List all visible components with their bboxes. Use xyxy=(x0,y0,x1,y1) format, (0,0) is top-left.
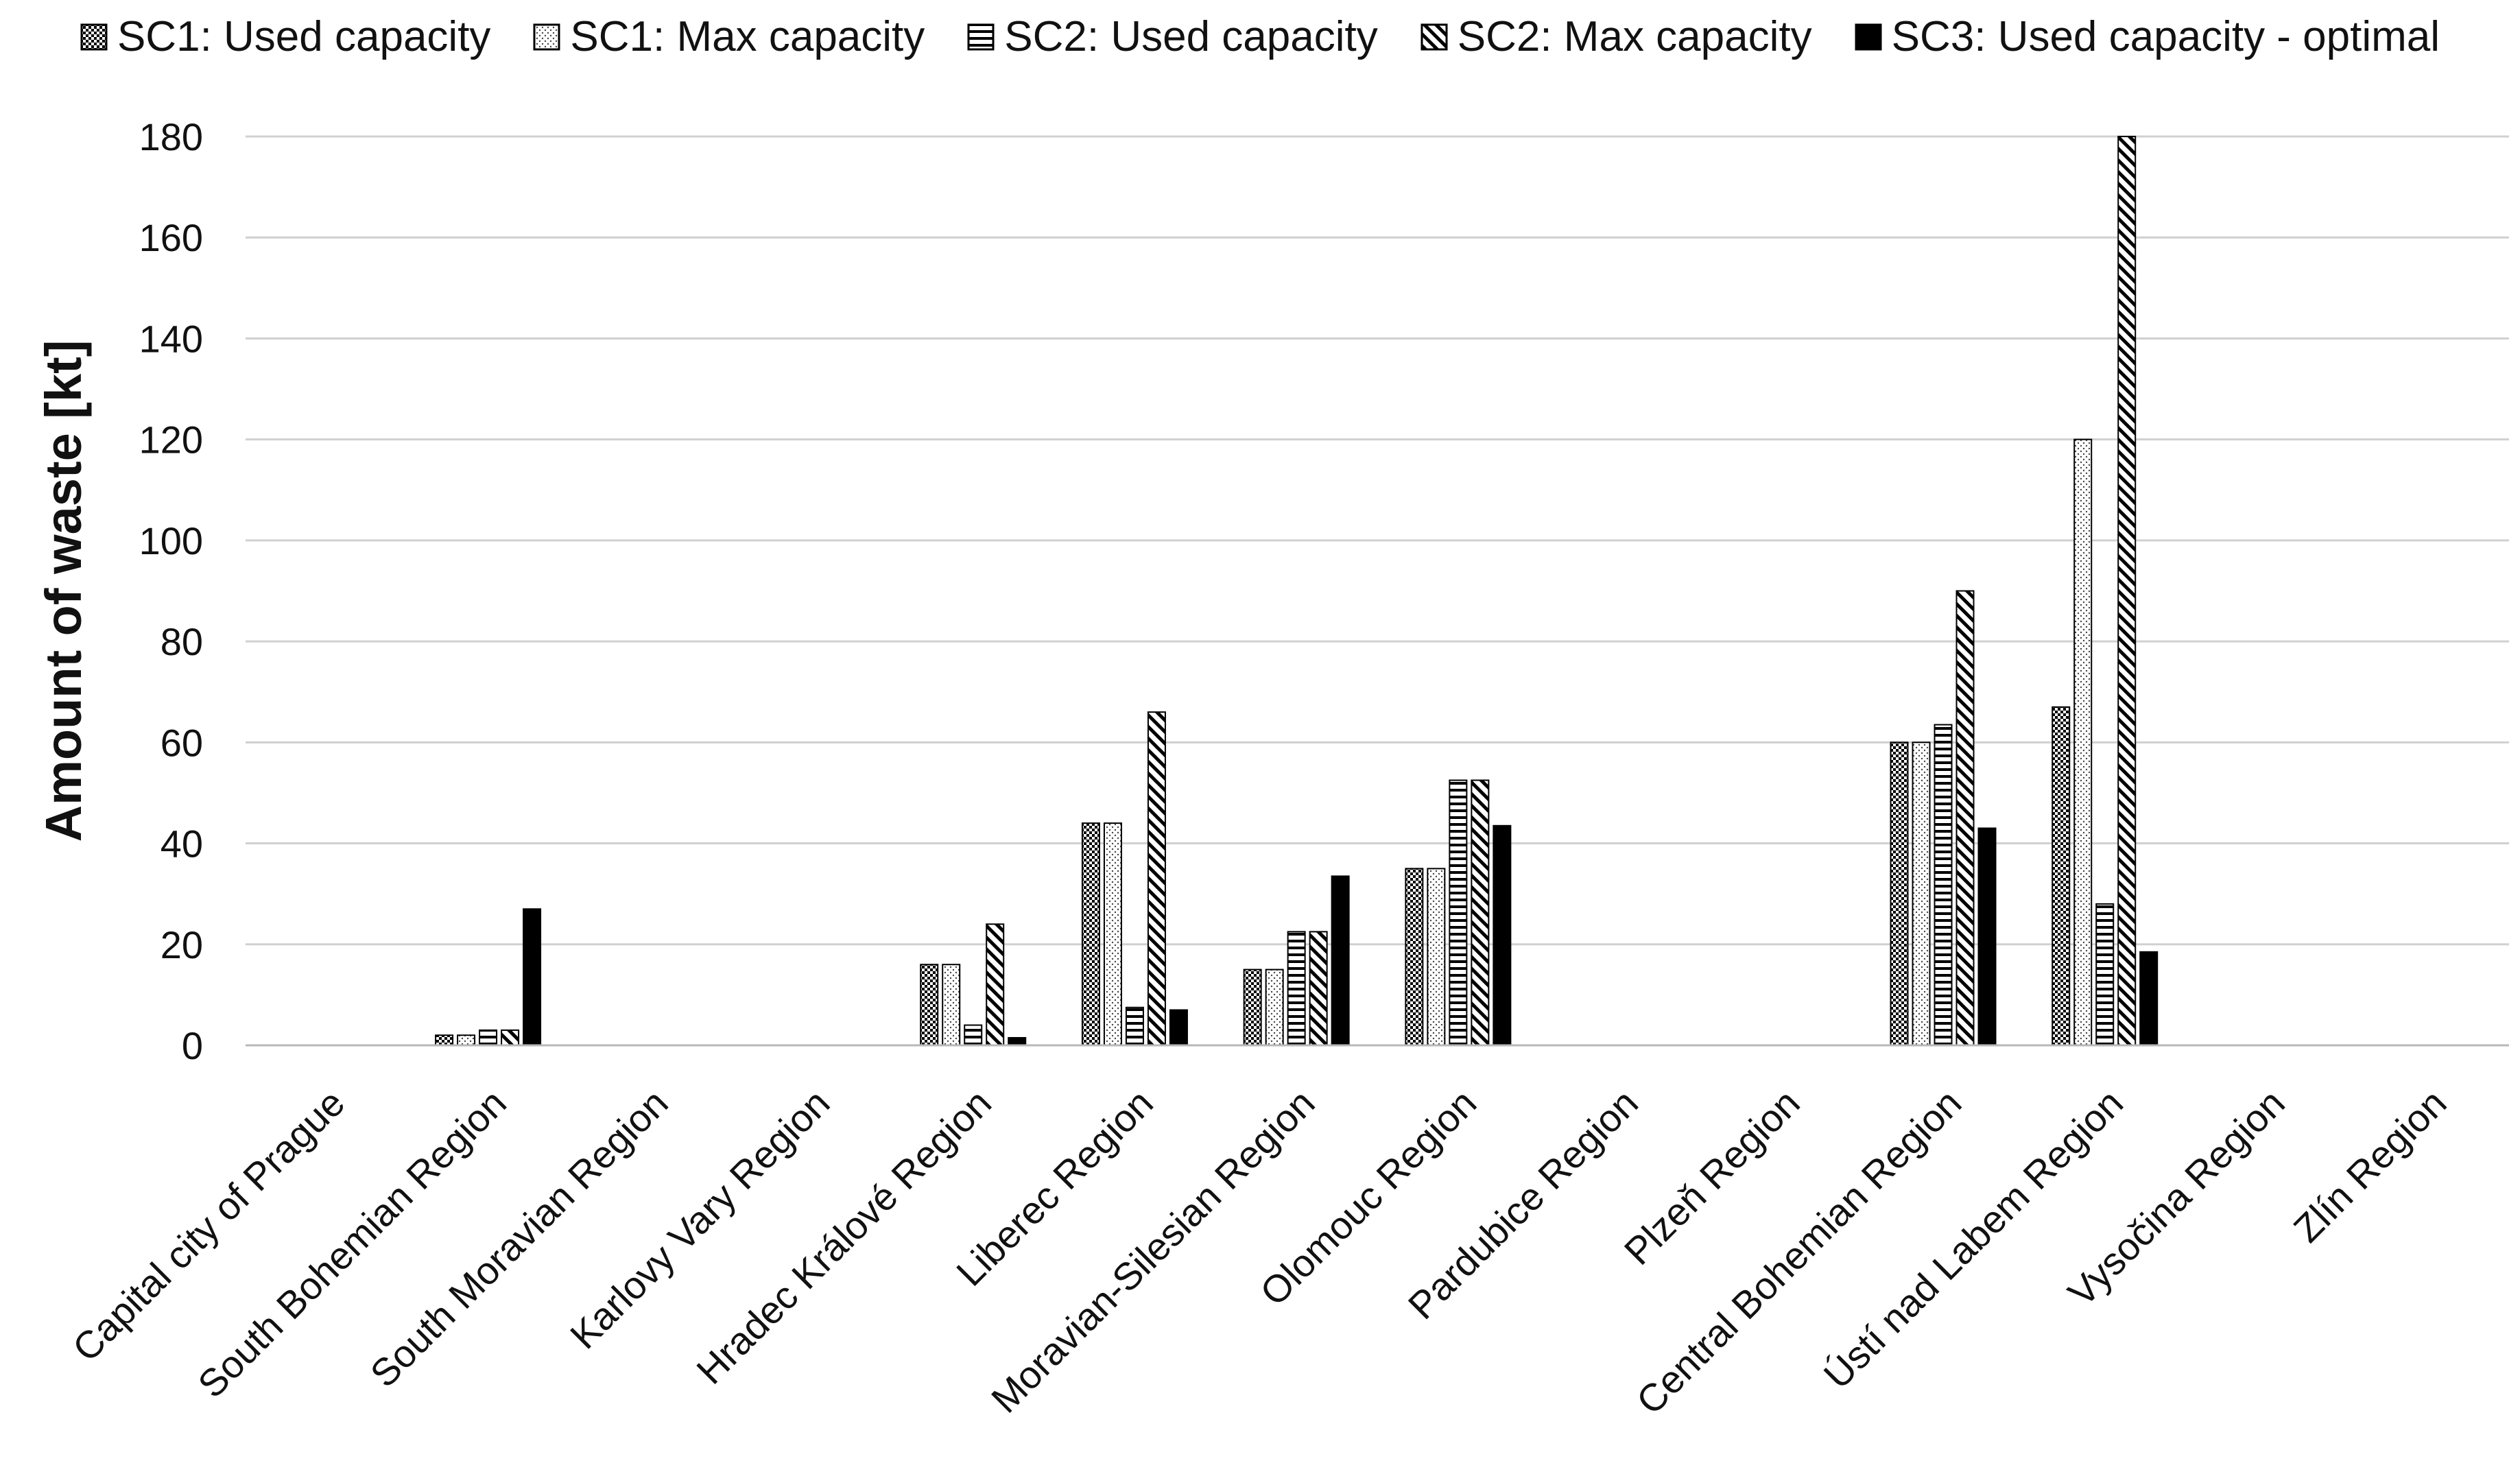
bar-sc2-used-capacity xyxy=(1287,931,1306,1046)
x-tick-label: South Bohemian Region xyxy=(189,1081,514,1406)
bar-sc1-used-capacity xyxy=(1405,868,1424,1046)
x-tick-label: Moravian-Silesian Region xyxy=(983,1081,1323,1421)
x-tick-label: South Moravian Region xyxy=(361,1081,676,1395)
y-tick-label: 100 xyxy=(139,519,203,562)
bar-sc2-max-capacity xyxy=(1309,931,1328,1046)
y-axis-title: Amount of waste [kt] xyxy=(35,340,92,842)
y-tick-label: 60 xyxy=(161,721,203,764)
legend-swatch xyxy=(80,23,108,50)
bar-sc3-used-capacity-optimal xyxy=(1008,1036,1027,1047)
legend-item: SC3: Used capacity - optimal xyxy=(1855,12,2440,61)
legend-item: SC2: Max capacity xyxy=(1421,12,1812,61)
legend-swatch xyxy=(967,23,995,50)
bar-sc1-max-capacity xyxy=(1265,968,1284,1047)
bar-sc3-used-capacity-optimal xyxy=(1493,824,1512,1046)
legend-label: SC2: Used capacity xyxy=(1004,13,1378,60)
bar-sc2-max-capacity xyxy=(2117,136,2137,1046)
legend-label: SC1: Used capacity xyxy=(117,13,491,60)
legend-item: SC2: Used capacity xyxy=(967,12,1378,61)
bar-sc3-used-capacity-optimal xyxy=(1169,1009,1188,1046)
bar-sc2-max-capacity xyxy=(986,923,1005,1047)
y-tick-label: 120 xyxy=(139,418,203,462)
legend: SC1: Used capacity SC1: Max capacity SC2: … xyxy=(0,12,2520,61)
bar-sc1-max-capacity xyxy=(1103,822,1122,1046)
bar-sc1-max-capacity xyxy=(2073,438,2093,1046)
x-tick-label: Capital city of Prague xyxy=(64,1081,353,1370)
legend-label: SC3: Used capacity - optimal xyxy=(1891,13,2440,60)
legend-label: SC1: Max capacity xyxy=(570,13,925,60)
bar-sc2-used-capacity xyxy=(2095,903,2115,1047)
bar-sc1-used-capacity xyxy=(435,1034,454,1047)
legend-item: SC1: Max capacity xyxy=(533,12,925,61)
bar-sc2-max-capacity xyxy=(1147,711,1166,1046)
bar-sc2-max-capacity xyxy=(1471,779,1490,1046)
y-tick-label: 80 xyxy=(161,620,203,663)
legend-item: SC1: Used capacity xyxy=(80,12,490,61)
bar-sc3-used-capacity-optimal xyxy=(2139,951,2159,1047)
bar-sc2-used-capacity xyxy=(479,1029,498,1046)
y-tick-label: 160 xyxy=(139,216,203,259)
x-tick-label: Hradec Králové Region xyxy=(688,1081,999,1392)
bar-sc2-used-capacity xyxy=(964,1024,983,1046)
bar-sc2-used-capacity xyxy=(1125,1006,1144,1046)
y-tick-label: 140 xyxy=(139,317,203,360)
bar-sc2-max-capacity xyxy=(1956,590,1975,1046)
legend-swatch xyxy=(1421,23,1448,50)
bar-sc1-used-capacity xyxy=(1081,822,1100,1046)
legend-label: SC2: Max capacity xyxy=(1457,13,1812,60)
y-tick-label: 20 xyxy=(161,923,203,966)
x-tick-label: Central Bohemian Region xyxy=(1628,1081,1969,1423)
legend-swatch xyxy=(533,23,560,50)
x-tick-label: Zlín Region xyxy=(2285,1081,2455,1250)
bar-sc2-used-capacity xyxy=(1449,779,1468,1046)
x-tick-label: Karlovy Vary Region xyxy=(562,1081,838,1357)
bar-sc1-used-capacity xyxy=(2052,706,2071,1046)
y-tick-label: 40 xyxy=(161,822,203,866)
bar-sc2-used-capacity xyxy=(1934,724,1953,1046)
legend-swatch xyxy=(1855,23,1882,50)
bar-sc1-used-capacity xyxy=(920,964,939,1046)
y-tick-label: 180 xyxy=(139,115,203,158)
bar-sc1-used-capacity xyxy=(1890,741,1909,1047)
bar-sc2-max-capacity xyxy=(501,1029,520,1046)
bar-sc1-max-capacity xyxy=(1912,741,1931,1047)
bar-sc1-max-capacity xyxy=(1427,868,1446,1046)
bar-sc1-max-capacity xyxy=(942,964,961,1046)
bar-sc3-used-capacity-optimal xyxy=(523,908,542,1046)
bar-sc3-used-capacity-optimal xyxy=(1331,875,1350,1047)
y-tick-label: 0 xyxy=(182,1024,203,1067)
bar-sc3-used-capacity-optimal xyxy=(1977,827,1997,1046)
bar-sc1-max-capacity xyxy=(457,1034,476,1047)
bar-sc1-used-capacity xyxy=(1243,968,1262,1047)
x-tick-label: Ústí nad Labem Region xyxy=(1816,1081,2132,1397)
